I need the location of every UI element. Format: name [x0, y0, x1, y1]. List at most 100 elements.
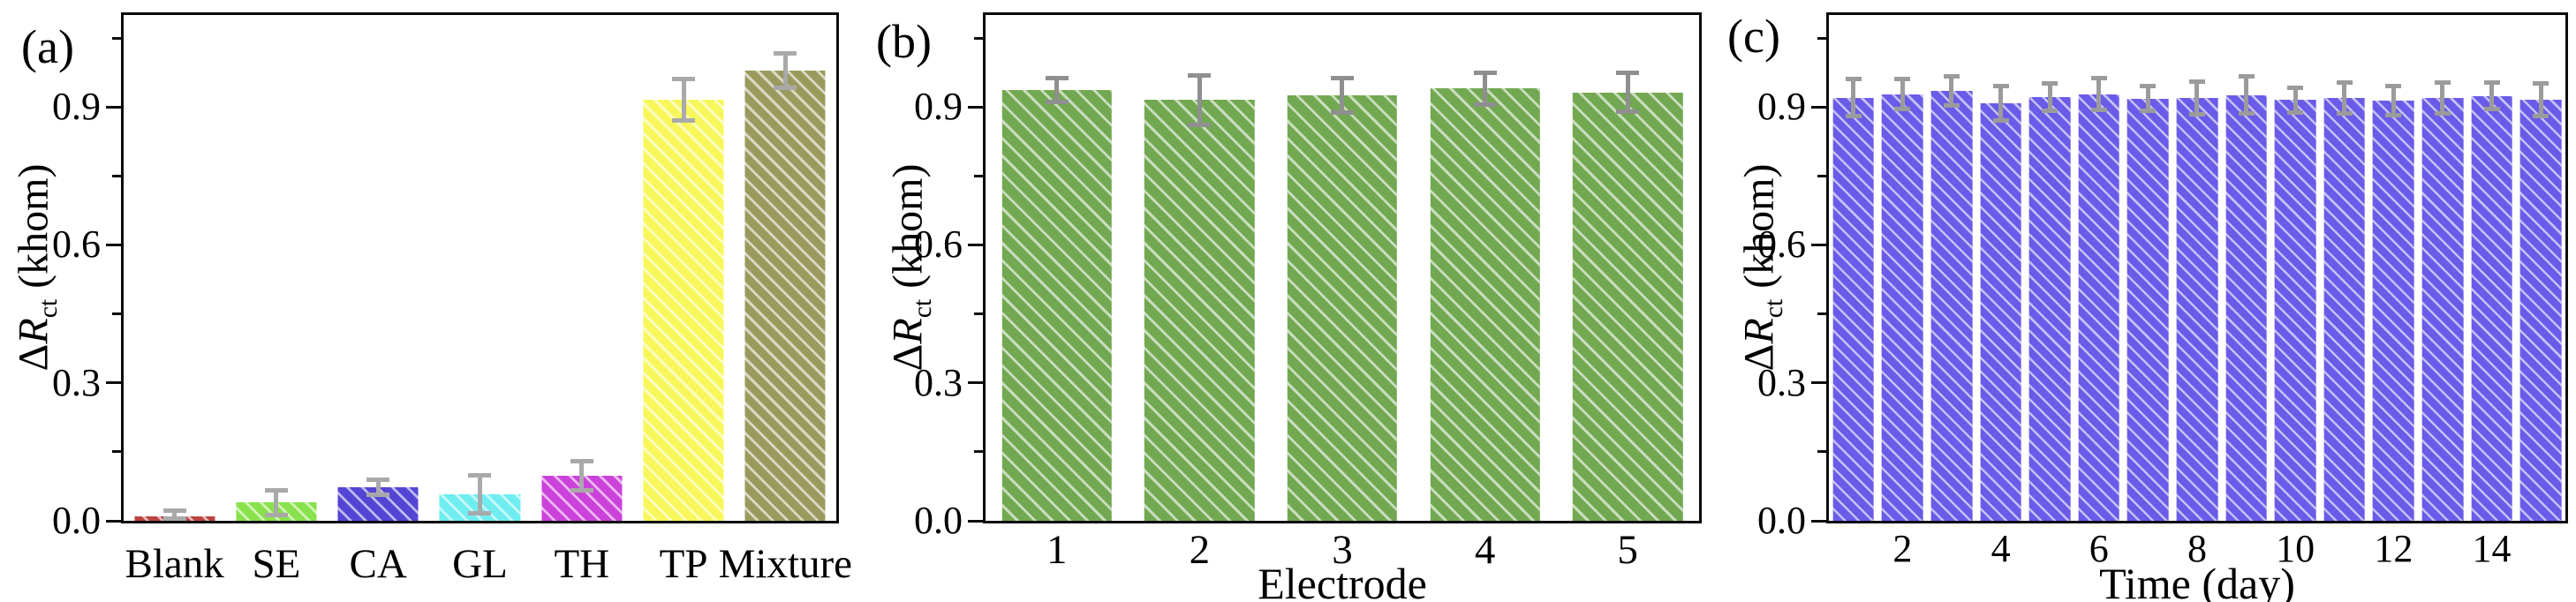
error-bar-cap-bottom	[2287, 110, 2304, 116]
error-bar-cap-bottom	[2434, 110, 2451, 116]
error-bar-stem	[2244, 74, 2249, 117]
plot-a: 0.0 0.3 0.6 0.9 Blank SE CA GL TH TP Mixture	[52, 12, 852, 585]
x-tick-label: 12	[2374, 527, 2414, 570]
error-bar-cap-bottom	[672, 117, 696, 123]
error-bar-cap-top	[1992, 84, 2009, 89]
x-tick-label: SE	[252, 541, 301, 587]
x-tick-label: Mixture	[718, 541, 853, 587]
error-bar-cap-top	[570, 459, 593, 464]
bar-slot	[2418, 15, 2467, 521]
error-bar	[1473, 70, 1497, 108]
bar-slot	[2124, 15, 2173, 521]
y-tick-major	[1811, 519, 1826, 523]
error-bar-cap-bottom	[1894, 107, 1911, 112]
bar	[1930, 90, 1973, 521]
bar	[2127, 98, 2169, 521]
error-bar-stem	[2342, 79, 2347, 116]
error-bar-cap-bottom	[2385, 112, 2402, 117]
y-tick-minor	[974, 312, 983, 316]
y-tick-minor	[974, 450, 983, 454]
y-tick-label: 0.0	[1757, 499, 1806, 542]
y-tick-major	[106, 243, 121, 246]
y-axis-label-c: ΔRct (khom)	[1735, 164, 1788, 372]
y-tick-minor	[1817, 174, 1826, 177]
error-bar	[672, 76, 696, 123]
bar-slot: TP	[632, 15, 734, 585]
y-tick-major	[106, 105, 121, 109]
error-bar-cap-bottom	[366, 492, 390, 497]
x-tick-label: 1	[1046, 527, 1068, 573]
error-bar-cap-bottom	[1330, 110, 1354, 116]
y-tick-major	[1811, 105, 1826, 109]
y-tick-major	[106, 519, 121, 523]
bar-slot	[2516, 15, 2565, 521]
ylabel-delta: Δ	[10, 343, 57, 372]
bar-slot	[2222, 15, 2271, 521]
error-bar-cap-bottom	[2533, 113, 2550, 118]
y-tick-minor	[112, 36, 121, 40]
error-bar-cap-top	[1330, 76, 1354, 81]
y-tick-minor	[1817, 36, 1826, 40]
ylabel-unit: (khom)	[10, 163, 57, 299]
error-bar	[2238, 74, 2255, 117]
error-bar-cap-top	[1045, 76, 1069, 81]
bar-slot: 2	[1878, 15, 1928, 568]
ylabel-symbol: R	[1735, 318, 1783, 344]
error-bar	[366, 478, 390, 497]
error-bar	[1894, 76, 1911, 112]
ylabel-symbol: R	[884, 318, 932, 344]
x-tick-label: 6	[2089, 527, 2109, 570]
error-bar-cap-top	[2238, 74, 2255, 79]
y-tick-minor	[974, 36, 983, 40]
y-tick-major	[968, 105, 983, 109]
bar	[1980, 103, 2021, 521]
error-bar	[774, 51, 797, 90]
error-bar-cap-bottom	[2188, 111, 2205, 117]
error-bar-cap-top	[2483, 80, 2500, 85]
bar	[2519, 99, 2562, 521]
bar-slot: 14	[2467, 15, 2517, 568]
x-tick-label: Blank	[125, 541, 224, 587]
error-bar-cap-top	[162, 508, 186, 514]
error-bar-stem	[1483, 70, 1488, 108]
error-bar-cap-bottom	[162, 516, 186, 521]
y-tick-label: 0.3	[52, 360, 101, 404]
panel-label-c: (c)	[1727, 10, 1780, 63]
error-bar-cap-bottom	[468, 511, 492, 516]
error-bar-stem	[477, 473, 482, 516]
bar	[1144, 100, 1255, 521]
bar-slots: 1 2 3 4 5	[986, 15, 1699, 571]
bar	[2323, 97, 2366, 521]
y-tick-label: 0.6	[914, 222, 963, 267]
error-bar-cap-top	[2090, 75, 2107, 80]
error-bar-cap-top	[264, 487, 288, 493]
error-bar-cap-bottom	[264, 512, 288, 517]
bar-slot: 1	[986, 15, 1129, 571]
error-bar-stem	[1949, 74, 1954, 108]
error-bar	[2434, 79, 2451, 116]
y-tick-major	[1811, 243, 1826, 246]
error-bar-cap-top	[366, 478, 390, 483]
error-bar	[1845, 77, 1862, 119]
x-tick-label: 10	[2276, 527, 2315, 570]
error-bar	[2042, 80, 2059, 113]
bar-slot: 3	[1271, 15, 1414, 571]
x-tick-label: 4	[1474, 527, 1496, 573]
error-bar	[2385, 84, 2402, 117]
error-bar	[2483, 80, 2500, 112]
error-bar-cap-top	[2287, 85, 2304, 90]
error-bar	[1045, 76, 1069, 104]
error-bar-cap-top	[1943, 74, 1960, 79]
bar	[1430, 88, 1540, 521]
error-bar-cap-bottom	[2090, 108, 2107, 113]
bar	[2471, 95, 2512, 521]
y-tick-label: 0.9	[52, 85, 101, 129]
bar	[2225, 94, 2267, 521]
bar-slot: 8	[2172, 15, 2222, 568]
bar	[1882, 94, 1923, 521]
bar	[1832, 97, 1875, 521]
bar	[1572, 92, 1683, 521]
bar	[1001, 89, 1113, 521]
error-bar-stem	[1197, 73, 1202, 127]
error-bar-cap-top	[672, 76, 696, 81]
